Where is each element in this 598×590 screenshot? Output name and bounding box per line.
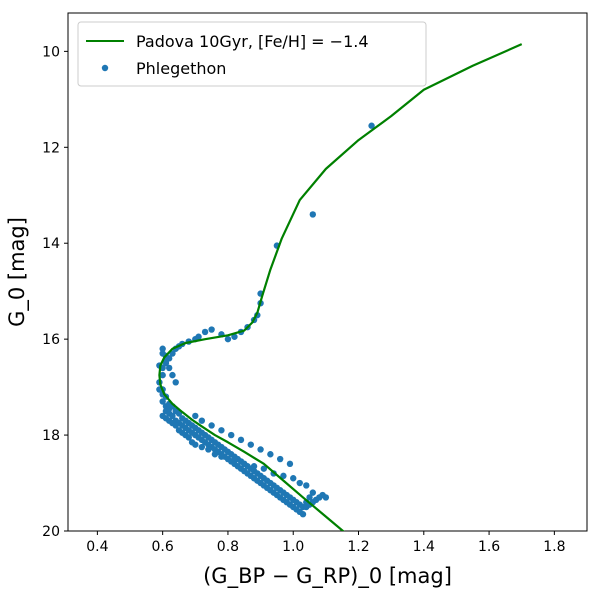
tick-layer: 0.4 0.6 0.8 1.0 1.2 1.4 1.6 1.8 10 12 14 16 18 20 — [42, 44, 565, 555]
phlegethon-point — [172, 422, 179, 429]
phlegethon-point — [306, 494, 313, 501]
x-tick-label: 0.4 — [86, 539, 108, 555]
x-tick-label: 1.6 — [478, 539, 500, 555]
phlegethon-point — [169, 371, 176, 379]
isochrone-line — [158, 43, 523, 531]
x-tick-label: 0.6 — [152, 539, 174, 555]
phlegethon-point — [267, 451, 274, 458]
phlegethon-point — [286, 460, 294, 468]
y-tick-label: 18 — [42, 428, 60, 444]
legend-dot-swatch — [101, 64, 109, 72]
y-tick-label: 10 — [42, 44, 60, 60]
y-axis-label: G_0 [mag] — [5, 217, 30, 327]
phlegethon-point — [159, 398, 166, 405]
x-tick-label: 0.8 — [217, 539, 239, 555]
phlegethon-point — [309, 489, 317, 496]
phlegethon-point — [228, 431, 235, 439]
phlegethon-point — [257, 446, 264, 453]
x-tick-label: 1.0 — [282, 539, 304, 555]
phlegethon-point — [368, 122, 375, 129]
phlegethon-point — [205, 446, 212, 453]
phlegethon-point — [208, 422, 215, 429]
phlegethon-point — [224, 335, 232, 343]
phlegethon-point — [260, 465, 268, 472]
phlegethon-point — [231, 455, 238, 463]
phlegethon-point — [198, 443, 206, 451]
phlegethon-point — [299, 511, 307, 518]
x-axis-label: (G_BP − G_RP)_0 [mag] — [203, 564, 452, 589]
x-tick-label: 1.4 — [413, 539, 435, 555]
phlegethon-point — [237, 436, 245, 444]
y-tick-label: 12 — [42, 140, 60, 156]
phlegethon-point — [309, 211, 317, 218]
x-tick-label: 1.2 — [347, 539, 369, 555]
y-tick-label: 14 — [42, 236, 60, 252]
phlegethon-point — [169, 412, 176, 420]
phlegethon-point — [247, 441, 254, 448]
phlegethon-point — [322, 494, 330, 501]
phlegethon-point — [198, 417, 206, 424]
phlegethon-point — [172, 379, 179, 386]
legend: Padova 10Gyr, [Fe/H] = −1.4 Phlegethon — [77, 21, 427, 87]
phlegethon-point — [201, 328, 209, 336]
phlegethon-point — [218, 427, 225, 434]
phlegethon-point — [296, 479, 303, 487]
x-tick-label: 1.8 — [543, 539, 565, 555]
phlegethon-point — [303, 482, 310, 489]
phlegethon-point — [159, 371, 166, 379]
phlegethon-point — [208, 326, 215, 333]
phlegethon-point — [192, 412, 199, 420]
phlegethon-point — [276, 455, 284, 463]
legend-entry-isochrone: Padova 10Gyr, [Fe/H] = −1.4 — [136, 32, 369, 51]
phlegethon-point — [290, 475, 297, 482]
phlegethon-point — [250, 463, 258, 470]
y-tick-label: 20 — [42, 524, 60, 540]
phlegethon-point — [218, 453, 225, 460]
phlegethon-point — [159, 345, 166, 352]
phlegethon-point — [192, 441, 199, 448]
legend-entry-phlegethon: Phlegethon — [136, 59, 226, 78]
phlegethon-point — [231, 333, 238, 340]
phlegethon-point — [241, 460, 248, 468]
phlegethon-point — [185, 434, 192, 441]
phlegethon-point — [165, 364, 173, 372]
legend-box — [77, 21, 427, 87]
phlegethon-point — [280, 472, 287, 480]
plot-area — [67, 12, 588, 532]
phlegethon-point — [211, 451, 219, 458]
y-tick-label: 16 — [42, 332, 60, 348]
data-layer — [156, 43, 523, 531]
